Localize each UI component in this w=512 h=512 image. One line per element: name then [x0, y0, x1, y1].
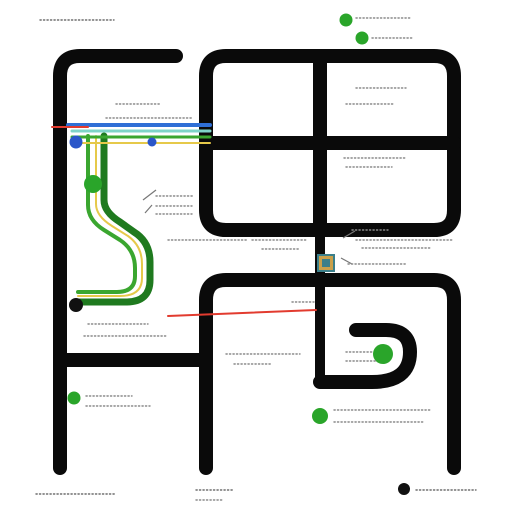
top-bus [51, 123, 212, 144]
circle-black-icon[interactable] [69, 298, 83, 312]
square-marker-inner [322, 259, 330, 267]
green-route-outer [74, 132, 154, 306]
arrow-marker-icon [142, 189, 356, 265]
green-route-yellow-edge [77, 135, 143, 297]
circle-blue-icon[interactable] [69, 135, 83, 149]
unreadable-labels [35, 17, 477, 501]
arrow-mark-2 [144, 204, 153, 214]
circle-black-icon[interactable] [398, 483, 410, 495]
arrow-mark-3 [342, 230, 356, 239]
right-frame-top [199, 49, 461, 237]
arrow-mark-1 [142, 189, 157, 201]
right-frame-inner-loop [313, 323, 417, 389]
green-route-system [74, 132, 154, 306]
circle-green-icon[interactable] [373, 344, 393, 364]
left-frame [53, 49, 213, 475]
circle-green-icon[interactable] [339, 13, 353, 27]
square-marker-icon[interactable] [317, 254, 335, 272]
green-route-inner [76, 134, 137, 294]
nodes [67, 13, 410, 495]
arrow-mark-4 [340, 257, 353, 265]
circle-green-icon[interactable] [84, 175, 102, 193]
circle-blue-icon[interactable] [147, 137, 157, 147]
circle-green-icon[interactable] [312, 408, 328, 424]
circle-green-icon[interactable] [67, 391, 81, 405]
red-line [167, 309, 317, 317]
left-frame-outline [53, 49, 183, 475]
circle-green-icon[interactable] [355, 31, 369, 45]
right-frame-lower-left [199, 273, 461, 475]
